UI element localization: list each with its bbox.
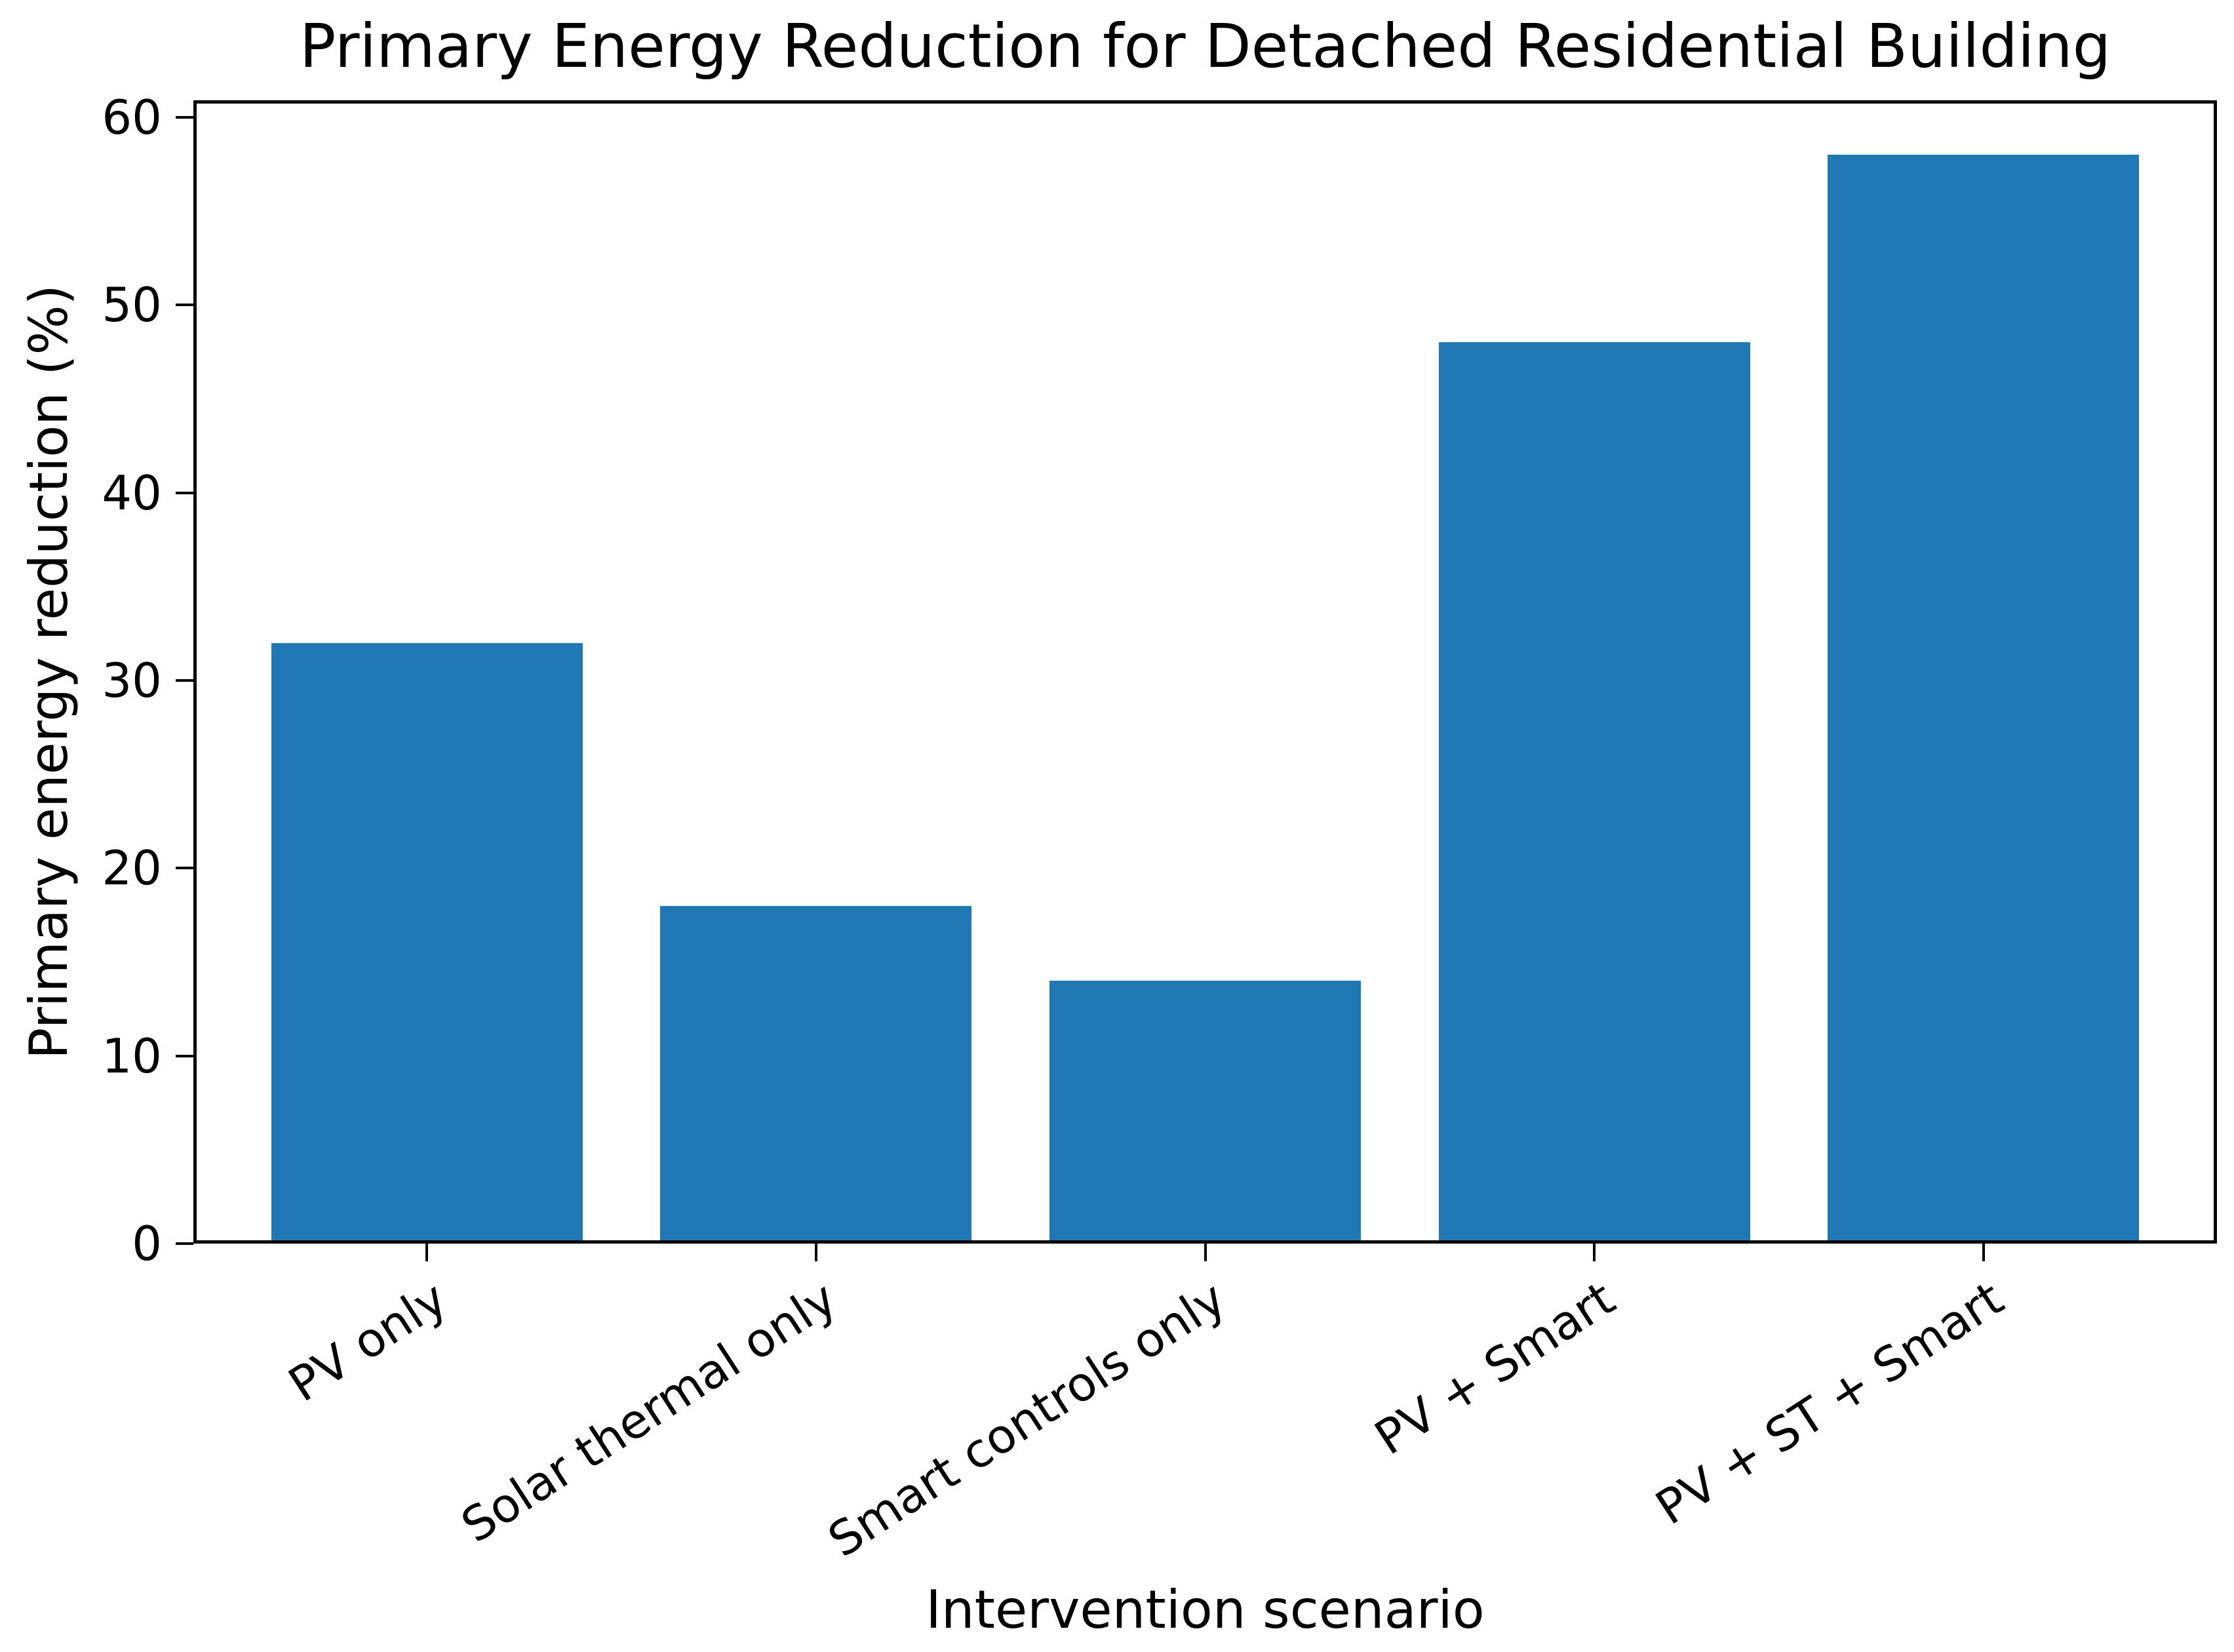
x-tick-mark <box>1593 1244 1596 1261</box>
y-tick-label: 20 <box>102 840 162 896</box>
bar-1 <box>271 642 583 1244</box>
x-tick-mark <box>1982 1244 1985 1261</box>
y-tick-mark <box>176 304 193 307</box>
y-tick-mark <box>176 678 193 682</box>
x-tick-mark <box>814 1244 817 1261</box>
x-tick-label: PV + ST + Smart <box>1646 1270 2014 1536</box>
y-tick-mark <box>176 491 193 494</box>
x-axis-label: Intervention scenario <box>926 1579 1485 1640</box>
x-tick-label: PV only <box>279 1270 457 1413</box>
y-tick-label: 10 <box>102 1028 162 1084</box>
y-tick-mark <box>176 1054 193 1057</box>
bar-2 <box>660 905 972 1244</box>
y-tick-mark <box>176 867 193 870</box>
plot-area: 0 10 20 30 40 50 60 PV only Solar thermal only S… <box>102 94 2217 1567</box>
x-tick-label: Solar thermal only <box>451 1270 846 1554</box>
bar-5 <box>1828 155 2140 1244</box>
x-tick-mark <box>1204 1244 1207 1261</box>
bar-3 <box>1049 981 1361 1244</box>
y-tick-mark <box>176 1242 193 1245</box>
y-tick-label: 60 <box>102 89 162 145</box>
bar-4 <box>1438 342 1750 1244</box>
y-tick-mark <box>176 115 193 119</box>
x-tick-label: PV + Smart <box>1365 1270 1624 1466</box>
chart-title: Primary Energy Reduction for Detached Re… <box>299 11 2111 81</box>
y-tick-label: 40 <box>102 465 162 521</box>
y-axis-label: Primary energy reduction (%) <box>18 285 79 1059</box>
y-axis-label-box: Primary energy reduction (%) <box>13 100 85 1244</box>
y-tick-label: 50 <box>102 277 162 333</box>
y-tick-label: 30 <box>102 652 162 708</box>
x-tick-mark <box>425 1244 429 1261</box>
y-tick-label: 0 <box>132 1216 162 1271</box>
x-tick-label: Smart controls only <box>818 1270 1235 1568</box>
